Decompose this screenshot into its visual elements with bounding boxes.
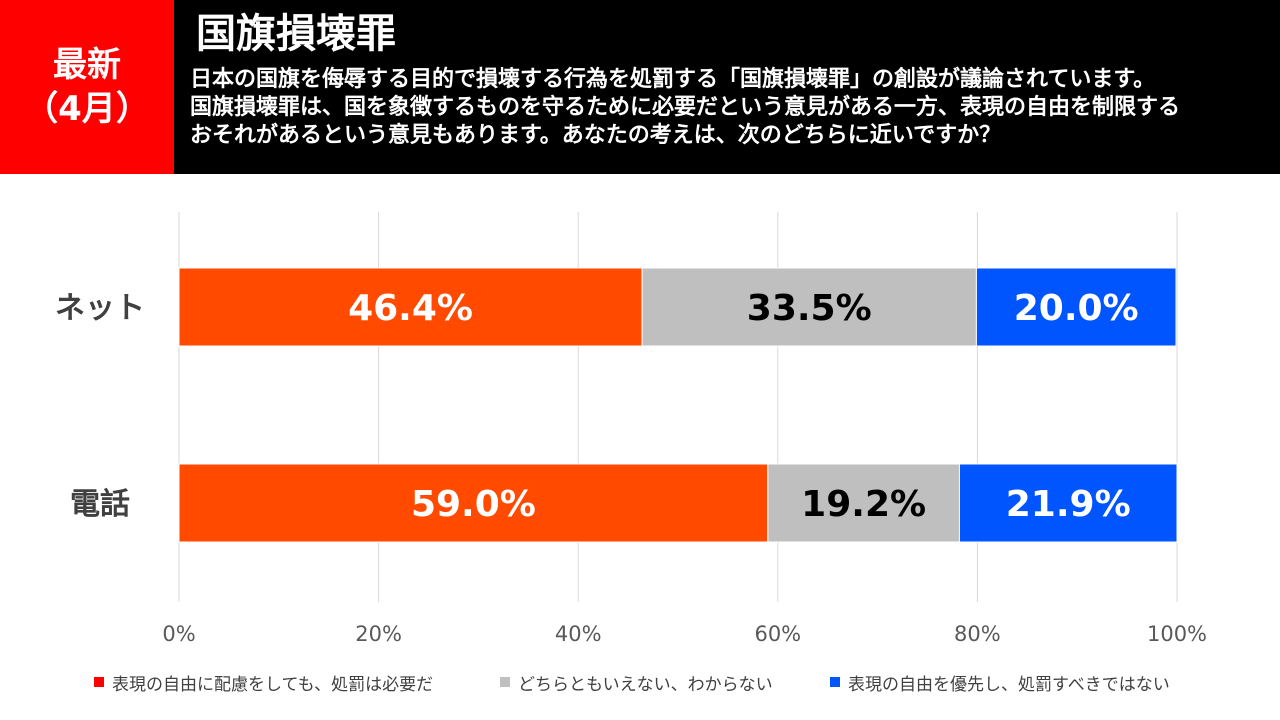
legend-item-freedom: 表現の自由を優先し、処罰すべきではない [830,668,1170,696]
data-label: 33.5% [747,288,872,329]
question-line-2: 国旗損壊罪は、国を象徴するものを守るために必要だという意見がある一方、表現の自由… [190,95,1181,120]
badge-line-1: 最新 [53,45,121,85]
data-label: 46.4% [348,288,473,329]
legend-swatch-neutral [500,677,510,687]
latest-badge: 最新 （4月） [0,0,174,174]
badge-line-2: （4月） [24,89,150,129]
data-label: 59.0% [411,484,536,525]
bar-segment [975,267,1177,347]
legend-label-punish: 表現の自由に配慮をしても、処罰は必要だ [112,674,434,695]
legend-swatch-freedom [830,677,840,687]
header-bar [0,0,1280,174]
bar-segment [958,463,1178,543]
data-label: 20.0% [1014,288,1139,329]
x-tick-label: 60% [754,622,801,646]
question-line-3: おそれがあるという意見もあります。あなたの考えは、次のどちらに近いですか？ [190,123,1002,148]
x-tick-label: 0% [162,622,195,646]
category-label: ネット [55,291,145,326]
question-line-1: 日本の国旗を侮辱する目的で損壊する行為を処罰する「国旗損壊罪」の創設が議論されて… [190,67,1156,92]
x-tick-label: 40% [555,622,602,646]
question-text: 日本の国旗を侮辱する目的で損壊する行為を処罰する「国旗損壊罪」の創設が議論されて… [190,66,1274,150]
x-tick-label: 100% [1147,622,1207,646]
chart-legend: 表現の自由に配慮をしても、処罰は必要だ どちらともいえない、わからない 表現の自… [0,668,1280,696]
bar-segment [641,267,977,347]
legend-label-neutral: どちらともいえない、わからない [518,674,773,695]
data-label: 21.9% [1006,484,1131,525]
x-tick-label: 80% [954,622,1001,646]
x-tick-label: 20% [355,622,402,646]
legend-label-freedom: 表現の自由を優先し、処罰すべきではない [848,674,1170,695]
category-label: 電話 [70,487,130,522]
legend-swatch-punish [94,677,104,687]
bar-segment [178,463,769,543]
bar-segment [767,463,960,543]
data-label: 19.2% [801,484,926,525]
page-title: 国旗損壊罪 [196,11,396,57]
legend-item-neutral: どちらともいえない、わからない [500,668,773,696]
legend-item-punish: 表現の自由に配慮をしても、処罰は必要だ [94,668,433,696]
